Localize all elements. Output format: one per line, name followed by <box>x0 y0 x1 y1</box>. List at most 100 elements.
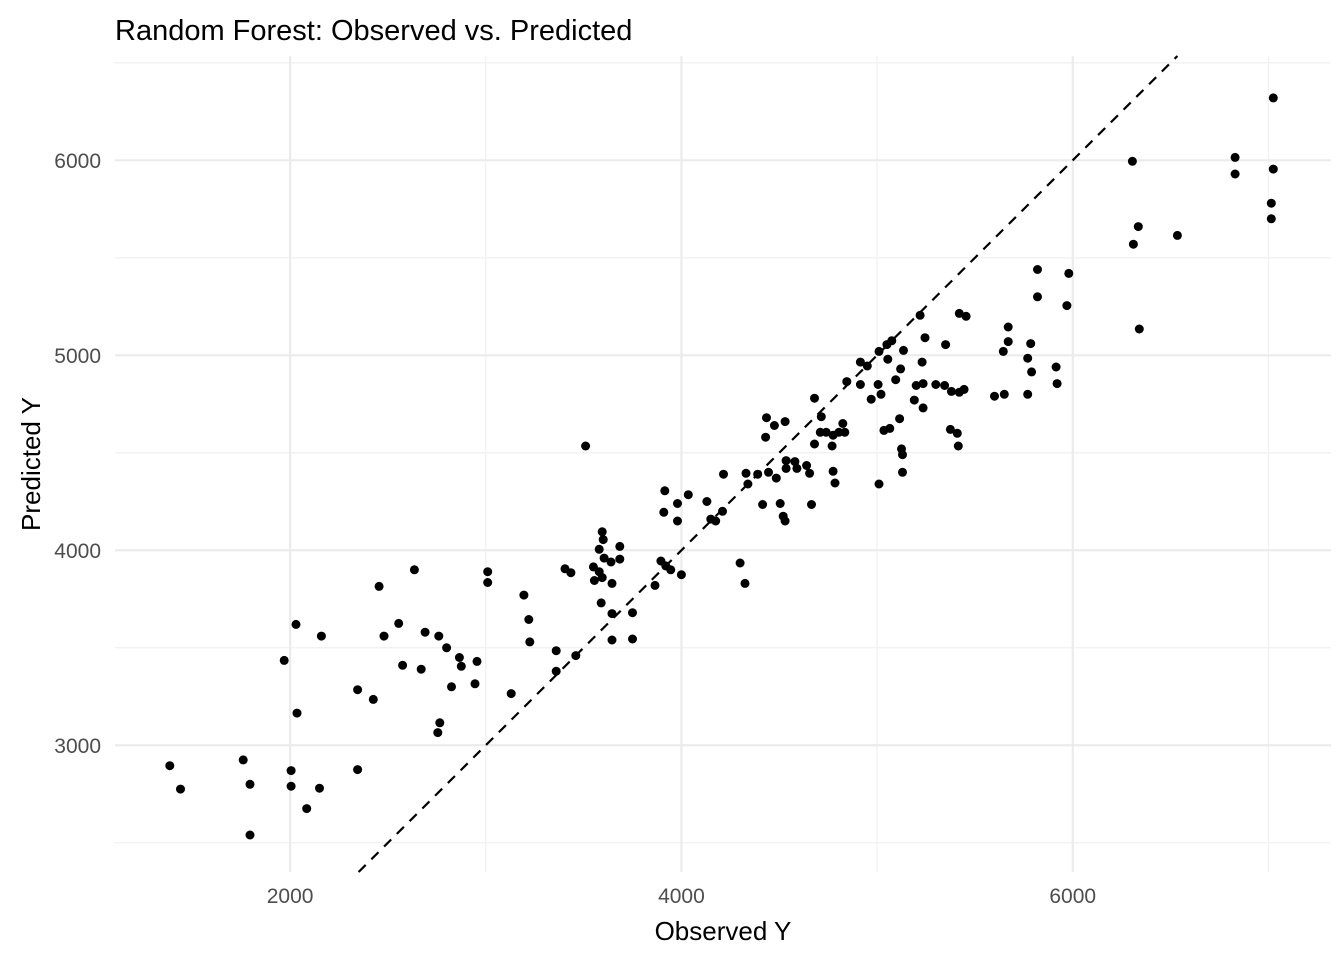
data-point <box>1064 268 1074 278</box>
data-point <box>607 609 617 619</box>
data-point <box>519 590 529 600</box>
data-point <box>581 441 591 451</box>
data-point <box>1033 265 1042 274</box>
data-point <box>895 414 905 424</box>
data-point <box>855 357 865 367</box>
data-point <box>245 779 255 789</box>
data-point <box>483 567 493 577</box>
data-point <box>952 428 962 438</box>
data-point <box>718 506 727 516</box>
grid-major-layer <box>115 56 1331 872</box>
data-point <box>781 463 791 473</box>
data-point <box>566 568 576 578</box>
data-point <box>279 655 289 665</box>
data-point <box>740 578 750 588</box>
data-point <box>650 580 660 590</box>
data-point <box>607 578 617 588</box>
data-point <box>909 395 919 405</box>
data-point <box>840 427 850 437</box>
data-point <box>1051 362 1061 372</box>
data-point <box>1230 152 1240 162</box>
data-point <box>628 608 637 618</box>
data-point <box>666 565 676 575</box>
data-point <box>435 718 445 728</box>
identity-dashed-line <box>357 55 1179 873</box>
data-point <box>1266 198 1276 208</box>
data-point <box>551 646 561 656</box>
data-point <box>442 643 452 653</box>
data-point <box>941 340 951 350</box>
data-point <box>598 535 608 545</box>
data-point <box>887 336 897 346</box>
data-point <box>551 666 561 676</box>
data-point <box>1033 292 1042 302</box>
data-point <box>940 381 950 390</box>
data-point <box>876 389 886 399</box>
data-point <box>525 637 535 647</box>
y-tick-labels: 3000 4000 5000 6000 <box>54 150 101 758</box>
data-point <box>743 479 753 489</box>
data-point <box>1023 353 1033 363</box>
x-tick-label: 4000 <box>658 885 705 908</box>
data-point <box>821 427 831 437</box>
data-point <box>702 497 712 506</box>
data-point <box>176 784 185 794</box>
y-tick-label: 3000 <box>54 735 101 758</box>
data-point <box>286 781 296 791</box>
data-point <box>780 516 790 526</box>
data-point <box>597 573 607 583</box>
data-point <box>1026 339 1036 349</box>
data-point <box>896 364 906 374</box>
data-point <box>918 403 928 413</box>
data-point <box>302 804 312 814</box>
data-point <box>959 384 969 394</box>
data-point <box>1172 230 1182 240</box>
data-point <box>753 469 763 479</box>
data-point <box>862 361 872 371</box>
data-point <box>683 490 693 500</box>
data-point <box>416 664 426 674</box>
data-point <box>456 661 466 671</box>
data-point <box>920 333 930 343</box>
data-point <box>781 456 791 466</box>
data-point <box>1062 301 1072 311</box>
data-point <box>810 439 819 449</box>
data-point <box>659 507 669 517</box>
data-point <box>607 635 617 645</box>
data-point <box>885 423 895 433</box>
data-point <box>945 424 955 434</box>
data-point <box>762 413 771 423</box>
data-point <box>769 421 779 430</box>
data-point <box>1134 324 1144 334</box>
y-axis-title: Predicted Y <box>16 397 46 531</box>
data-point <box>805 468 815 478</box>
data-point <box>238 755 248 765</box>
data-point <box>571 651 581 661</box>
data-point <box>998 346 1008 356</box>
data-point <box>874 346 884 356</box>
data-point <box>758 500 768 509</box>
data-point <box>470 679 480 689</box>
data-point <box>807 500 816 509</box>
data-point <box>898 467 907 477</box>
data-point <box>374 581 384 591</box>
y-tick-label: 5000 <box>54 345 101 368</box>
grid-minor-layer <box>115 56 1331 872</box>
data-point <box>891 375 901 385</box>
data-point <box>1003 322 1013 332</box>
data-point <box>420 627 430 637</box>
x-axis-title: Observed Y <box>655 916 792 946</box>
data-point <box>711 516 721 526</box>
data-point <box>830 478 840 488</box>
data-point <box>790 457 800 467</box>
data-point <box>673 516 682 526</box>
data-point <box>599 553 609 563</box>
data-point <box>780 417 790 427</box>
data-point <box>1128 239 1138 249</box>
data-point <box>409 565 419 575</box>
data-point <box>946 386 956 396</box>
data-point <box>810 393 819 403</box>
data-point <box>315 783 324 793</box>
plot-title: Random Forest: Observed vs. Predicted <box>115 15 632 47</box>
